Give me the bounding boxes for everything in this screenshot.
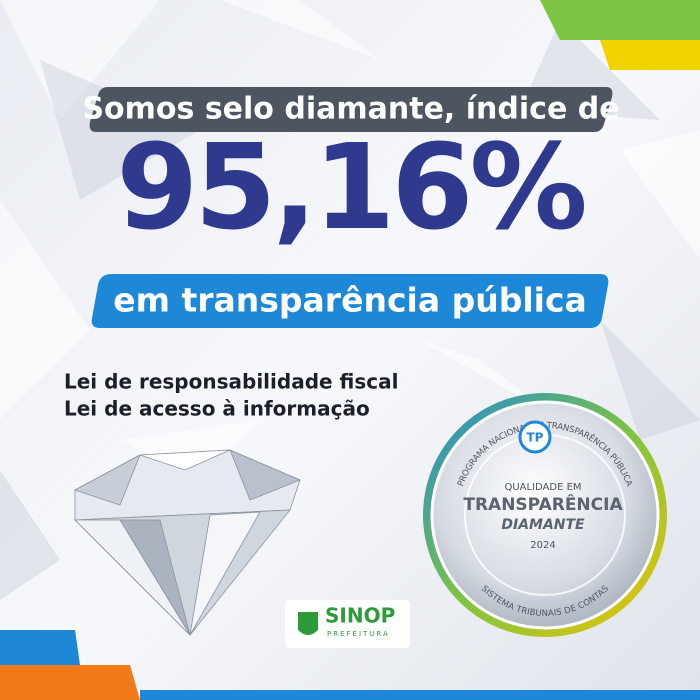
intro-text: Somos selo diamante, índice de xyxy=(82,92,619,127)
intro-pill xyxy=(89,87,613,132)
corner-yellow xyxy=(600,40,700,70)
corner-orange xyxy=(0,665,140,700)
subject-text: em transparência pública xyxy=(113,281,587,320)
law: Lei de responsabilidade fiscal xyxy=(64,370,398,394)
law: Lei de acesso à informação xyxy=(64,397,370,421)
subject-pill xyxy=(91,274,609,328)
seal-logo xyxy=(518,420,552,454)
seal-line3: DIAMANTE xyxy=(501,517,585,533)
corner-green xyxy=(540,0,700,40)
brand-name: SINOP xyxy=(325,604,395,628)
seal-line1: QUALIDADE EM xyxy=(504,482,581,493)
seal-line2: TRANSPARÊNCIA xyxy=(463,493,623,515)
score: 95,16% xyxy=(116,118,584,256)
facets xyxy=(0,0,700,480)
diamond xyxy=(73,449,302,636)
seal-year: 2024 xyxy=(530,540,555,551)
brand-crest xyxy=(298,612,318,635)
seal-logo-text: TP xyxy=(527,431,544,445)
bottom-strip xyxy=(140,690,700,700)
brand-sub: PREFEITURA xyxy=(327,630,390,638)
